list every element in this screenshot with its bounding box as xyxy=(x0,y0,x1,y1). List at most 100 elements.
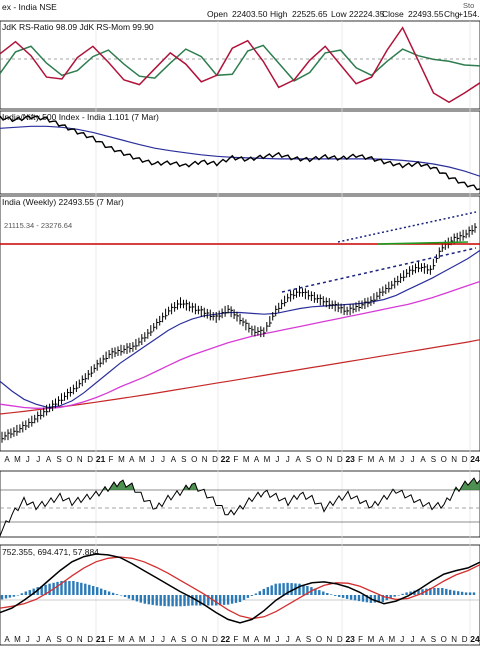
macd-histogram-bar xyxy=(441,588,444,595)
macd-histogram-bar xyxy=(262,588,265,595)
x-axis-lower: A M J J A S O N D 21 F M A M J J A S O N D 22 F M A M J J A S O N D 23 F M A… xyxy=(4,634,480,644)
x-tick-label: M xyxy=(118,635,125,644)
x-tick-label: D xyxy=(337,635,343,644)
x-tick-label: N xyxy=(202,455,208,464)
x-tick-label: M xyxy=(243,635,250,644)
macd-histogram-bar xyxy=(28,590,31,595)
chg-value: +154. xyxy=(458,9,480,19)
x-tick-label: F xyxy=(233,455,238,464)
x-tick-label: S xyxy=(431,455,436,464)
x-tick-label: A xyxy=(296,635,302,644)
watermark: Sto xyxy=(463,1,474,10)
x-tick-label: J xyxy=(26,635,30,644)
macd-histogram-bar xyxy=(242,595,246,600)
macd-histogram-bar xyxy=(445,588,448,595)
x-tick-label: 21 xyxy=(96,454,106,464)
macd-histogram-bar xyxy=(60,581,63,595)
x-tick-label: D xyxy=(212,455,218,464)
x-tick-label: J xyxy=(400,455,404,464)
x-tick-label: A xyxy=(171,455,177,464)
macd-histogram-bar xyxy=(338,595,341,597)
macd-histogram-bar xyxy=(167,595,170,607)
x-tick-label: A xyxy=(46,635,52,644)
x-tick-label: O xyxy=(66,455,72,464)
macd-histogram-bar xyxy=(76,581,79,595)
x-tick-label: J xyxy=(151,635,155,644)
macd-histogram-bar xyxy=(222,595,226,605)
macd-histogram-bar xyxy=(44,584,47,595)
x-tick-label: 22 xyxy=(221,634,231,644)
low-value: 22224.35 xyxy=(349,9,385,19)
macd-histogram-bar xyxy=(393,595,396,597)
x-tick-label: M xyxy=(139,635,146,644)
macd-histogram-bar xyxy=(449,589,452,595)
x-tick-label: O xyxy=(316,635,322,644)
macd-histogram-bar xyxy=(64,581,67,595)
x-tick-label: N xyxy=(327,635,333,644)
macd-histogram-bar xyxy=(103,590,107,595)
x-tick-label: 22 xyxy=(221,454,231,464)
ratio-legend: India/Nifty 500 Index - India 1.101 (7 M… xyxy=(2,112,159,122)
x-tick-label: S xyxy=(431,635,436,644)
macd-histogram-bar xyxy=(314,588,317,595)
x-tick-label: D xyxy=(462,635,468,644)
macd-histogram-bar xyxy=(68,581,71,595)
chg-label: Chg xyxy=(444,9,460,19)
macd-histogram-bar xyxy=(377,595,380,603)
macd-histogram-bar xyxy=(199,595,202,606)
x-tick-label: N xyxy=(451,635,457,644)
macd-histogram-bar xyxy=(286,582,289,595)
macd-histogram-bar xyxy=(100,588,103,595)
close-label: Close xyxy=(382,9,404,19)
macd-histogram-bar xyxy=(453,590,456,595)
macd-histogram-bar xyxy=(131,595,135,601)
macd-histogram-bar xyxy=(159,595,162,606)
macd-histogram-bar xyxy=(417,589,420,595)
macd-histogram-bar xyxy=(183,595,186,607)
price-legend: India (Weekly) 22493.55 (7 Mar) xyxy=(2,197,124,207)
macd-line xyxy=(0,553,480,624)
macd-histogram-bar xyxy=(353,595,357,601)
macd-histogram-bar xyxy=(115,594,119,595)
x-tick-label: D xyxy=(337,455,343,464)
macd-histogram-bar xyxy=(207,595,210,606)
macd-histogram-bar xyxy=(254,593,258,595)
macd-histogram-bar xyxy=(230,595,234,604)
macd-histogram-bar xyxy=(219,595,222,606)
ma-blue-line xyxy=(0,249,480,409)
macd-histogram-bar xyxy=(421,589,424,595)
x-tick-label: J xyxy=(275,635,279,644)
macd-histogram-bar xyxy=(472,592,476,595)
macd-histogram-bar xyxy=(127,595,131,599)
ratio-line xyxy=(0,114,480,191)
x-tick-label: S xyxy=(56,455,61,464)
macd-histogram-bar xyxy=(341,595,345,598)
macd-histogram-bar xyxy=(215,595,218,606)
rs-mom-line xyxy=(0,44,480,82)
x-tick-label: M xyxy=(368,455,375,464)
macd-histogram-bar xyxy=(139,595,142,603)
macd-histogram-bar xyxy=(48,583,51,595)
x-tick-label: O xyxy=(191,635,197,644)
macd-legend: 752.355, 694.471, 57.884 xyxy=(2,547,99,557)
macd-histogram-bar xyxy=(36,587,39,595)
x-tick-label: M xyxy=(264,635,271,644)
macd-histogram-bar xyxy=(119,595,123,596)
x-tick-label: F xyxy=(109,455,114,464)
x-tick-label: J xyxy=(161,455,165,464)
x-tick-label: F xyxy=(109,635,114,644)
x-tick-label: N xyxy=(77,455,83,464)
x-tick-label: M xyxy=(14,635,21,644)
macd-histogram-bar xyxy=(147,595,150,605)
macd-histogram-bar xyxy=(258,591,261,595)
price-panel xyxy=(0,195,480,452)
x-tick-label: M xyxy=(388,635,395,644)
x-tick-label: A xyxy=(171,635,177,644)
macd-histogram-bar xyxy=(397,595,400,596)
macd-histogram-bar xyxy=(123,595,127,597)
x-tick-label: J xyxy=(36,455,40,464)
macd-histogram-bar xyxy=(24,591,27,595)
macd-histogram-bar xyxy=(389,595,392,599)
x-tick-label: D xyxy=(462,455,468,464)
